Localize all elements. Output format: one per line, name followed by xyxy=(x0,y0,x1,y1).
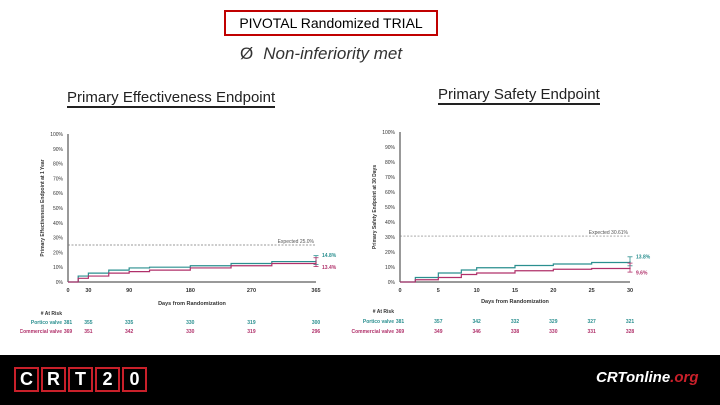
y-tick-label: 70% xyxy=(53,176,64,182)
x-tick-label: 25 xyxy=(589,288,595,294)
at-risk-count: 369 xyxy=(64,329,73,335)
at-risk-count: 296 xyxy=(312,329,321,335)
at-risk-count: 381 xyxy=(64,320,73,326)
logo-letter: 0 xyxy=(122,367,147,392)
at-risk-count: 355 xyxy=(84,320,93,326)
at-risk-label: Commercial valve xyxy=(351,329,394,335)
y-axis-label: Primary Safety Endpoint at 30 Days xyxy=(372,165,378,249)
at-risk-count: 319 xyxy=(247,329,256,335)
at-risk-count: 338 xyxy=(511,329,520,335)
y-tick-label: 50% xyxy=(385,205,396,211)
at-risk-count: 300 xyxy=(312,320,321,326)
at-risk-count: 381 xyxy=(396,319,405,325)
y-tick-label: 0% xyxy=(388,280,396,286)
x-tick-label: 90 xyxy=(126,288,132,294)
end-value-label: 9.6% xyxy=(636,271,648,277)
y-tick-label: 90% xyxy=(53,147,64,153)
at-risk-count: 342 xyxy=(472,319,481,325)
y-tick-label: 100% xyxy=(382,130,395,136)
effectiveness-chart: 0% 10% 20% 30% 40% 50% 60% 70% 80% 90% 100% 0 30 90 18… xyxy=(20,132,337,335)
trial-title: PIVOTAL Randomized TRIAL xyxy=(224,10,438,36)
logo-letter: R xyxy=(41,367,66,392)
x-tick-label: 270 xyxy=(247,288,256,294)
at-risk-count: 328 xyxy=(626,329,635,335)
x-tick-label: 0 xyxy=(398,288,401,294)
at-risk-count: 330 xyxy=(186,329,195,335)
at-risk-label: Commercial valve xyxy=(20,329,62,335)
y-tick-label: 30% xyxy=(53,236,64,242)
crt-logo: C R T 2 0 xyxy=(14,367,147,392)
end-value-label: 13.4% xyxy=(322,265,337,271)
y-tick-label: 80% xyxy=(53,162,64,168)
footer-bar: C R T 2 0 CRTonline.org xyxy=(0,355,720,405)
x-tick-label: 30 xyxy=(85,288,91,294)
x-tick-label: 5 xyxy=(437,288,440,294)
at-risk-count: 349 xyxy=(434,329,443,335)
safety-chart: 0% 10% 20% 30% 40% 50% 60% 70% 80% 90% 100% 0 5 10 15 2… xyxy=(351,130,651,335)
at-risk-count: 329 xyxy=(549,319,558,325)
at-risk-count: 330 xyxy=(186,320,195,326)
crtonline-logo: CRTonline.org xyxy=(596,369,699,386)
series-line-portico xyxy=(400,261,631,283)
x-tick-label: 20 xyxy=(550,288,556,294)
series-line-commercial xyxy=(68,262,317,283)
y-tick-label: 50% xyxy=(53,206,64,212)
y-tick-label: 100% xyxy=(50,132,63,138)
at-risk-count: 332 xyxy=(511,319,520,325)
y-tick-label: 30% xyxy=(385,235,396,241)
logo-letter: T xyxy=(68,367,93,392)
at-risk-count: 357 xyxy=(434,319,443,325)
at-risk-label: Portico valve xyxy=(363,319,394,325)
at-risk-count: 321 xyxy=(626,319,635,325)
logo-letter: 2 xyxy=(95,367,120,392)
x-tick-label: 30 xyxy=(627,288,633,294)
expected-label: Expected 25.0% xyxy=(278,239,315,245)
non-inferiority-bullet: Ø Non-inferiority met xyxy=(240,44,402,64)
at-risk-count: 342 xyxy=(125,329,134,335)
at-risk-label: Portico valve xyxy=(31,320,62,326)
y-tick-label: 60% xyxy=(385,190,396,196)
y-tick-label: 10% xyxy=(53,265,64,271)
at-risk-header: # At Risk xyxy=(41,311,62,317)
x-axis-label: Days from Randomization xyxy=(481,299,549,305)
y-tick-label: 0% xyxy=(56,280,64,286)
at-risk-count: 319 xyxy=(247,320,256,326)
x-tick-label: 0 xyxy=(66,288,69,294)
logo-letter: C xyxy=(14,367,39,392)
at-risk-count: 351 xyxy=(84,329,93,335)
y-tick-label: 20% xyxy=(385,250,396,256)
x-tick-label: 10 xyxy=(474,288,480,294)
y-tick-label: 40% xyxy=(385,220,396,226)
safety-panel-title: Primary Safety Endpoint xyxy=(438,86,600,105)
x-axis-label: Days from Randomization xyxy=(158,301,226,307)
end-value-label: 14.8% xyxy=(322,253,337,259)
y-tick-label: 40% xyxy=(53,221,64,227)
at-risk-count: 335 xyxy=(125,320,134,326)
series-line-commercial xyxy=(400,267,631,283)
y-axis-label: Primary Effectiveness Endpoint at 1 Year xyxy=(40,159,46,256)
site-main: CRTonline xyxy=(596,369,671,386)
site-suffix: .org xyxy=(670,369,699,386)
effectiveness-panel-title: Primary Effectiveness Endpoint xyxy=(67,89,276,108)
end-value-label: 13.8% xyxy=(636,254,651,260)
y-tick-label: 90% xyxy=(385,145,396,151)
x-tick-label: 180 xyxy=(186,288,195,294)
bullet-text: Non-inferiority met xyxy=(263,44,403,63)
y-tick-label: 10% xyxy=(385,265,396,271)
at-risk-count: 369 xyxy=(396,329,405,335)
at-risk-count: 346 xyxy=(472,329,481,335)
y-tick-label: 60% xyxy=(53,191,64,197)
x-tick-label: 15 xyxy=(512,288,518,294)
expected-label: Expected 30.61% xyxy=(589,230,629,236)
y-tick-label: 20% xyxy=(53,250,64,256)
at-risk-count: 330 xyxy=(549,329,558,335)
y-tick-label: 80% xyxy=(385,160,396,166)
x-tick-label: 365 xyxy=(311,288,320,294)
at-risk-header: # At Risk xyxy=(373,309,394,315)
arrow-bullet-icon: Ø xyxy=(240,44,254,63)
at-risk-count: 327 xyxy=(587,319,596,325)
y-tick-label: 70% xyxy=(385,175,396,181)
at-risk-count: 331 xyxy=(587,329,596,335)
